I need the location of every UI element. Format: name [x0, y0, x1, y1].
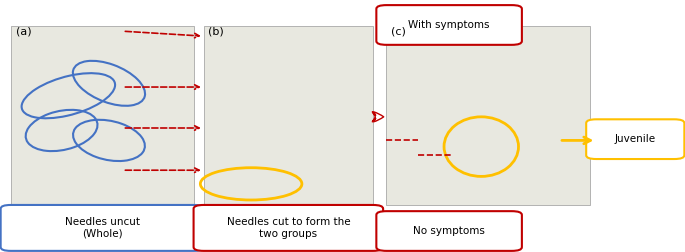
FancyBboxPatch shape	[376, 211, 522, 251]
Text: No symptoms: No symptoms	[413, 226, 485, 236]
FancyBboxPatch shape	[376, 5, 522, 45]
Text: (a): (a)	[16, 26, 32, 36]
FancyBboxPatch shape	[1, 205, 203, 251]
FancyBboxPatch shape	[586, 119, 684, 159]
FancyBboxPatch shape	[203, 26, 373, 205]
FancyBboxPatch shape	[11, 26, 194, 205]
FancyBboxPatch shape	[386, 26, 590, 205]
Text: With symptoms: With symptoms	[408, 20, 490, 30]
Text: (b): (b)	[208, 26, 224, 36]
Text: Needles uncut
(Whole): Needles uncut (Whole)	[64, 217, 140, 239]
Text: Needles cut to form the
two groups: Needles cut to form the two groups	[227, 217, 350, 239]
Text: (c): (c)	[391, 26, 406, 36]
FancyBboxPatch shape	[194, 205, 383, 251]
Text: Juvenile: Juvenile	[614, 134, 656, 144]
